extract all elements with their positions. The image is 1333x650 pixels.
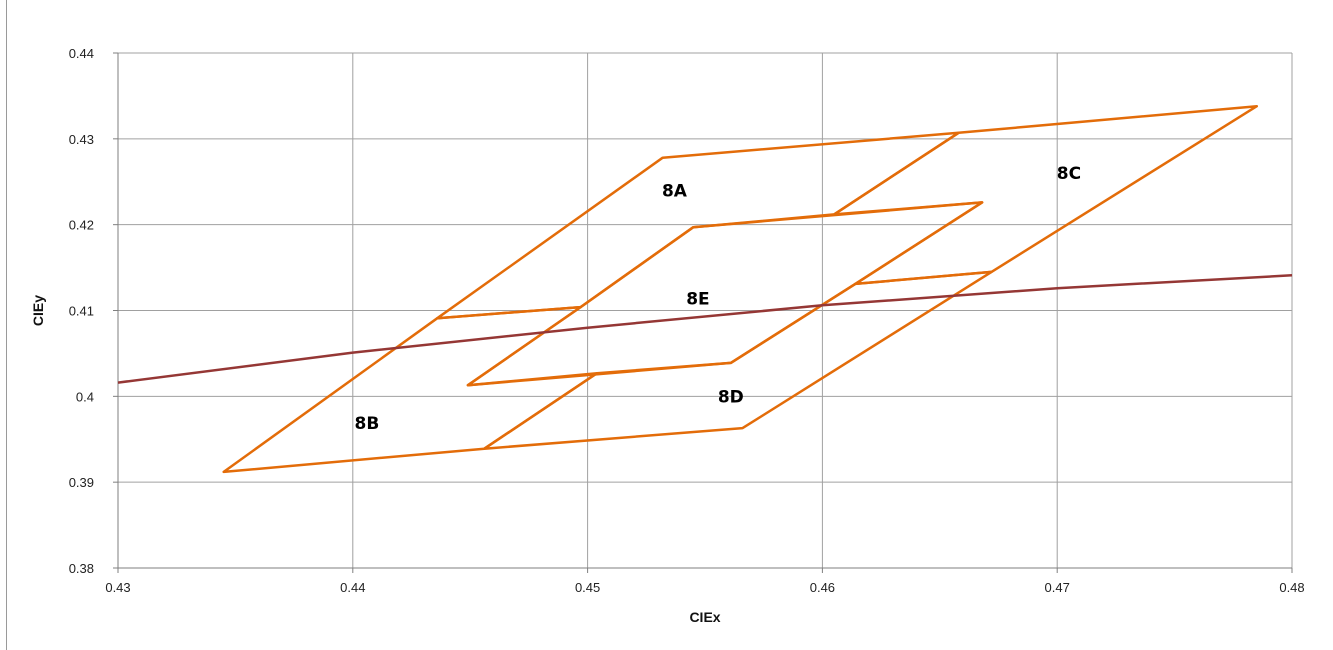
- y-tick-label: 0.39: [69, 475, 94, 490]
- frame-left-border: [6, 0, 7, 650]
- y-tick-label: 0.38: [69, 561, 94, 576]
- planckian-locus-line: [117, 274, 1293, 384]
- y-axis-title: CIEy: [30, 295, 46, 326]
- region-8e-outline: [466, 201, 984, 387]
- y-tick-label: 0.43: [69, 132, 94, 147]
- x-tick-label: 0.46: [810, 580, 835, 595]
- series-layer: [117, 104, 1293, 474]
- x-tick-label: 0.44: [340, 580, 365, 595]
- region-label-8c: 8C: [1057, 164, 1081, 184]
- axes: 0.43 0.44 0.45 0.46 0.47 0.48 0.38 0.39 0.4 0.41 0…: [69, 46, 1305, 595]
- x-tick-label: 0.45: [575, 580, 600, 595]
- y-tick-label: 0.4: [76, 389, 94, 404]
- region-label-8e: 8E: [686, 289, 709, 309]
- region-label-8a: 8A: [662, 181, 688, 201]
- region-label-8b: 8B: [354, 414, 379, 434]
- y-tick-label: 0.44: [69, 46, 94, 61]
- x-tick-label: 0.47: [1045, 580, 1070, 595]
- region-label-8d: 8D: [718, 387, 744, 407]
- y-tick-label: 0.41: [69, 304, 94, 319]
- x-tick-label: 0.43: [105, 580, 130, 595]
- grid: [117, 52, 1293, 569]
- region-labels: 8A 8B 8C 8D 8E: [354, 164, 1081, 434]
- y-tick-label: 0.42: [69, 218, 94, 233]
- x-tick-label: 0.48: [1279, 580, 1304, 595]
- x-axis-title: CIEx: [689, 609, 720, 625]
